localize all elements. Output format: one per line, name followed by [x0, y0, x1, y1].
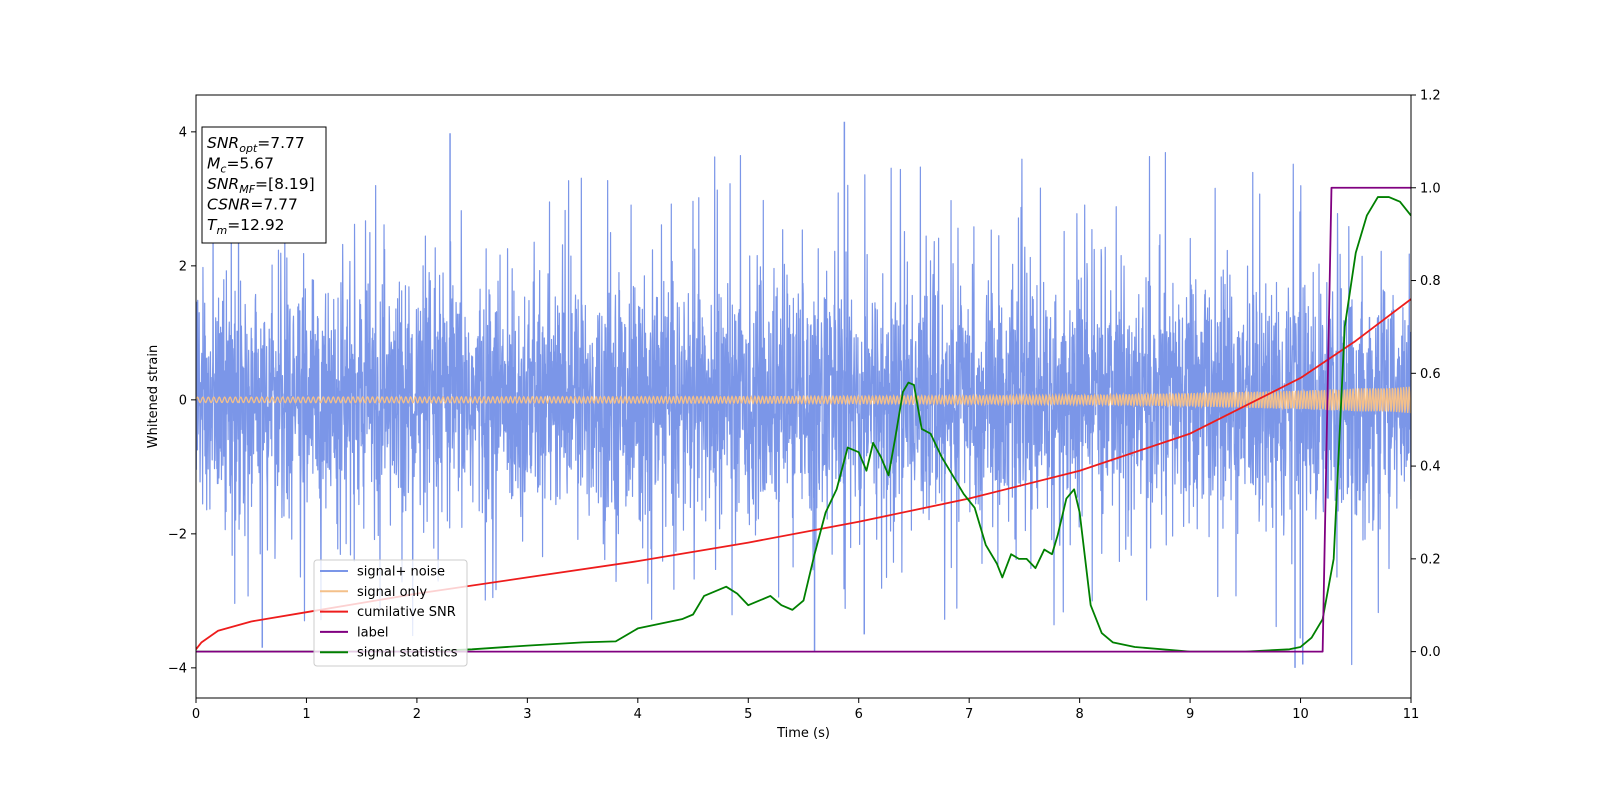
x-tick-label: 5 [744, 707, 752, 722]
y-tick-label: −4 [168, 661, 187, 676]
y2-tick-label: 1.2 [1420, 89, 1441, 104]
y2-tick-label: 0.4 [1420, 460, 1441, 475]
plot-area [196, 121, 1411, 668]
x-tick-label: 0 [192, 707, 200, 722]
legend-label: signal statistics [357, 646, 458, 661]
signal-noise-line [196, 152, 1411, 666]
legend-label: label [357, 625, 388, 640]
legend-label: signal only [357, 585, 427, 600]
x-axis-title: Time (s) [776, 726, 830, 741]
x-tick-label: 8 [1075, 707, 1083, 722]
signal-only-series [196, 386, 1411, 414]
legend-label: cumilative SNR [357, 605, 456, 620]
x-tick-label: 6 [855, 707, 863, 722]
x-tick-label: 9 [1186, 707, 1194, 722]
y-tick-label: 0 [179, 393, 187, 408]
info-box-frame [201, 126, 327, 244]
cumilative-snr-line [196, 298, 1411, 650]
signal-noise-series [196, 121, 1411, 668]
y2-tick-label: 0.8 [1420, 274, 1441, 289]
x-tick-label: 3 [523, 707, 531, 722]
info-box-line: CSNR=7.77 [207, 196, 298, 214]
axes: 0 1 2 3 4 5 6 7 8 9 10 11 4 2 0 −2 −4 1.2 1.0 0.8 0.6 0.4 0.2 0… [168, 89, 1441, 723]
info-box-line: SNRopt=7.77 [207, 134, 305, 155]
legend: signal+ noise signal only cumilative SNR la… [313, 559, 468, 667]
y2-tick-label: 0.6 [1420, 367, 1441, 382]
y-axis-title: Whitened strain [146, 345, 161, 448]
y2-tick-label: 0.0 [1420, 645, 1441, 660]
y-tick-label: 4 [179, 125, 187, 140]
info-box-line: Mc=5.67 [207, 155, 274, 176]
x-tick-label: 2 [413, 707, 421, 722]
info-box-line: SNRMF=[8.19] [207, 175, 315, 196]
signal-only-line [196, 386, 1411, 414]
y-tick-label: −2 [168, 527, 187, 542]
label-line [196, 186, 1411, 653]
x-tick-label: 7 [965, 707, 973, 722]
right-axis-series [196, 186, 1411, 653]
x-tick-label: 1 [302, 707, 310, 722]
y-tick-label: 2 [179, 259, 187, 274]
x-tick-label: 11 [1403, 707, 1420, 722]
y2-tick-label: 1.0 [1420, 181, 1441, 196]
plot-frame [195, 94, 1412, 699]
info-box-line: Tm=12.92 [207, 216, 285, 237]
x-tick-label: 4 [634, 707, 642, 722]
x-tick-label: 10 [1292, 707, 1309, 722]
legend-label: signal+ noise [357, 565, 445, 580]
legend-frame [313, 559, 468, 667]
y2-tick-label: 0.2 [1420, 552, 1441, 567]
